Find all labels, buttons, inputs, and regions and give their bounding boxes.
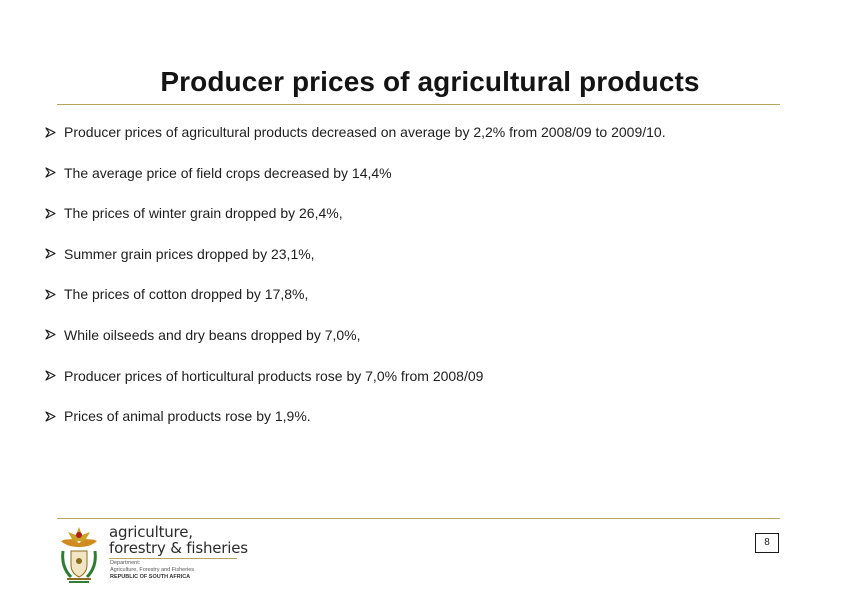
arrow-bullet-icon — [45, 411, 63, 422]
bullet-item: While oilseeds and dry beans dropped by … — [45, 325, 666, 345]
bullet-text: Producer prices of agricultural products… — [64, 124, 666, 140]
title-divider — [57, 104, 780, 105]
bullet-text: The average price of field crops decreas… — [64, 164, 392, 181]
bullet-item: Producer prices of agricultural products… — [45, 122, 666, 142]
arrow-bullet-icon — [45, 289, 63, 300]
footer-divider — [57, 518, 780, 519]
slide-title: Producer prices of agricultural products — [160, 66, 700, 97]
arrow-bullet-icon — [45, 329, 63, 341]
coat-of-arms-icon — [55, 523, 103, 587]
department-logo: agriculture, forestry & fisheries Depart… — [55, 523, 255, 587]
bullet-text: Prices of animal products rose by 1,9%. — [64, 408, 311, 425]
bullet-text: Summer grain prices dropped by 23,1%, — [64, 245, 315, 262]
bullet-item: Producer prices of horticultural product… — [45, 366, 666, 386]
logo-country: REPUBLIC OF SOUTH AFRICA — [110, 574, 191, 580]
bullet-item: Summer grain prices dropped by 23,1%, — [45, 244, 666, 264]
arrow-bullet-icon — [45, 208, 63, 219]
logo-divider — [109, 558, 237, 559]
bullet-list: Producer prices of agricultural products… — [45, 122, 666, 447]
bullet-text: Producer prices of horticultural product… — [64, 367, 484, 384]
bullet-item: Prices of animal products rose by 1,9%. — [45, 406, 666, 426]
logo-line-forestry: forestry & fisheries — [109, 539, 248, 557]
bullet-item: The prices of winter grain dropped by 26… — [45, 203, 666, 223]
logo-department-name: Agriculture, Forestry and Fisheries — [110, 567, 195, 573]
arrow-bullet-icon — [45, 167, 63, 178]
bullet-text: The prices of cotton dropped by 17,8%, — [64, 286, 309, 303]
bullet-text: The prices of winter grain dropped by 26… — [64, 205, 343, 222]
arrow-bullet-icon — [45, 126, 63, 138]
arrow-bullet-icon — [45, 248, 63, 259]
bullet-item: The prices of cotton dropped by 17,8%, — [45, 284, 666, 304]
logo-department-label: Department: — [110, 560, 141, 566]
logo-line-agriculture: agriculture, — [109, 523, 193, 541]
bullet-item: The average price of field crops decreas… — [45, 163, 666, 183]
arrow-bullet-icon — [45, 370, 63, 381]
page-number: 8 — [755, 533, 779, 553]
bullet-text: While oilseeds and dry beans dropped by … — [64, 326, 361, 343]
